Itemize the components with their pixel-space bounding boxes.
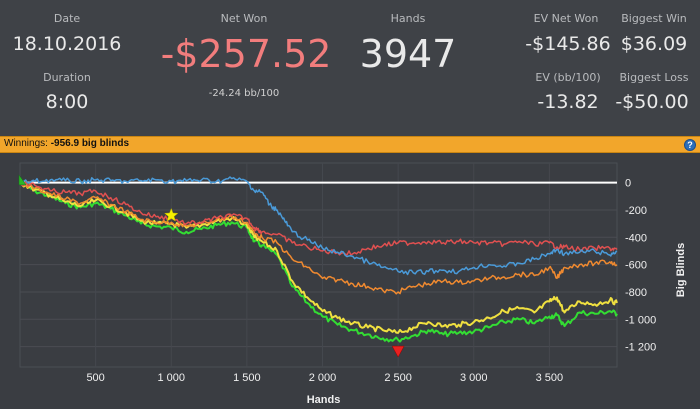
winnings-bar: Winnings: -956.9 big blinds ? <box>0 136 700 153</box>
date-label: Date <box>53 12 81 25</box>
ev-net-won-value: -$145.86 <box>525 33 611 55</box>
y-tick-label: -600 <box>625 260 647 272</box>
ev-bb100-label: EV (bb/100) <box>535 71 601 84</box>
x-tick-label: 2 500 <box>384 372 412 384</box>
biggest-win-value: $36.09 <box>620 33 688 55</box>
x-tick-label: 3 500 <box>536 372 564 384</box>
net-won-value: -$257.52 <box>160 32 332 76</box>
winnings-chart: 500 1 000 1 500 2 000 2 500 3 000 3 500 0 -200 -… <box>0 153 700 409</box>
y-tick-label: -1 200 <box>625 342 656 354</box>
y-tick-label: 0 <box>625 178 631 190</box>
chart-grid <box>19 162 618 368</box>
y-axis-title: Big Blinds <box>675 243 687 297</box>
series-line <box>19 181 618 343</box>
min-triangle-icon <box>391 345 405 358</box>
biggest-win-label: Biggest Win <box>621 12 687 25</box>
winnings-text: Winnings: -956.9 big blinds <box>4 138 129 149</box>
biggest-loss-label: Biggest Loss <box>619 71 689 84</box>
chart-series <box>19 176 618 343</box>
series-line <box>19 180 618 256</box>
duration-value: 8:00 <box>45 91 89 113</box>
series-line <box>19 176 618 276</box>
stats-panel: Date 18.10.2016 Duration 8:00 Net Won -$… <box>0 0 700 136</box>
y-tick-label: -1 000 <box>625 314 656 326</box>
net-won-label: Net Won <box>220 12 268 25</box>
y-tick-label: -400 <box>625 232 647 244</box>
hands-value: 3947 <box>359 32 457 76</box>
x-axis-title: Hands <box>307 394 341 406</box>
ev-net-won-label: EV Net Won <box>533 12 599 25</box>
y-tick-label: -200 <box>625 205 647 217</box>
biggest-loss-value: -$50.00 <box>615 91 689 113</box>
winnings-label: Winnings: <box>4 138 48 149</box>
x-tick-label: 2 000 <box>309 372 337 384</box>
x-axis-ticks: 500 1 000 1 500 2 000 2 500 3 000 3 500 <box>86 372 563 384</box>
x-tick-label: 1 500 <box>233 372 261 384</box>
star-icon <box>163 207 179 222</box>
x-tick-label: 500 <box>86 372 104 384</box>
y-axis-ticks: 0 -200 -400 -600 -800 -1 000 -1 200 <box>625 178 656 354</box>
duration-label: Duration <box>43 71 91 84</box>
winnings-chart-svg: 500 1 000 1 500 2 000 2 500 3 000 3 500 0 -200 -… <box>18 162 687 406</box>
hands-label: Hands <box>390 12 426 25</box>
series-line <box>19 182 618 334</box>
start-triangle-icon <box>18 174 27 186</box>
y-tick-label: -800 <box>625 287 647 299</box>
x-tick-label: 3 000 <box>460 372 488 384</box>
winnings-value: -956.9 big blinds <box>50 138 130 149</box>
question-circle-icon[interactable]: ? <box>684 139 696 151</box>
x-tick-label: 1 000 <box>157 372 185 384</box>
date-value: 18.10.2016 <box>12 33 122 55</box>
ev-bb100-value: -13.82 <box>537 91 599 113</box>
series-line <box>19 182 618 295</box>
chart-markers <box>18 174 405 358</box>
net-won-bb100: -24.24 bb/100 <box>208 88 280 99</box>
